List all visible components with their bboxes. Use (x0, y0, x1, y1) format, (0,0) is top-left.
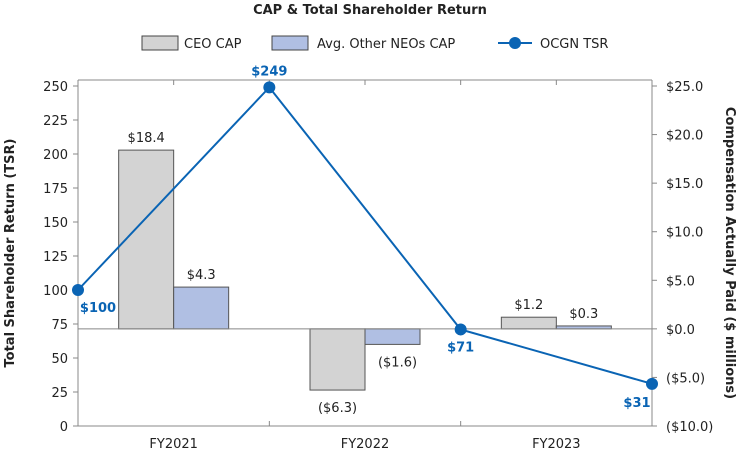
bar-label: $18.4 (128, 131, 165, 146)
left-tick-label: 200 (43, 148, 68, 163)
left-tick-label: 225 (43, 114, 68, 129)
right-axis-title: Compensation Actually Paid ($ millions) (722, 107, 737, 399)
bar-ceo (118, 149, 175, 330)
legend-label-neo: Avg. Other NEOs CAP (317, 37, 455, 52)
tsr-point (454, 323, 467, 336)
tsr-point (72, 284, 84, 296)
right-tick-label: $10.0 (666, 226, 703, 241)
right-tick-label: $15.0 (666, 177, 703, 192)
right-tick-label: ($10.0) (666, 420, 713, 435)
right-tick-label: $0.0 (666, 323, 695, 338)
chart-title: CAP & Total Shareholder Return (253, 3, 487, 18)
bar-ceo (309, 328, 366, 391)
x-tick-label: FY2021 (149, 437, 198, 452)
left-tick-label: 250 (43, 80, 68, 95)
legend-swatch-neo (271, 35, 309, 51)
left-tick-label: 150 (43, 216, 68, 231)
tsr-label: $71 (447, 340, 474, 355)
left-tick-label: 125 (43, 250, 68, 265)
bar-label: $0.3 (569, 307, 598, 322)
legend-swatch-ceo (141, 35, 179, 51)
left-tick-label: 100 (43, 284, 68, 299)
legend-marker-tsr (509, 37, 521, 49)
x-tick-label: FY2023 (532, 437, 581, 452)
right-tick-label: $25.0 (666, 80, 703, 95)
bar-label: $1.2 (514, 298, 543, 313)
left-tick-label: 0 (60, 420, 68, 435)
tsr-label: $100 (80, 301, 116, 316)
bar-label: ($6.3) (318, 401, 357, 416)
left-tick-label: 25 (51, 386, 68, 401)
right-tick-label: $5.0 (666, 274, 695, 289)
tsr-label: $249 (251, 64, 287, 79)
left-axis-title: Total Shareholder Return (TSR) (3, 139, 18, 368)
legend-label-tsr: OCGN TSR (540, 37, 608, 52)
right-tick-label: ($5.0) (666, 371, 705, 386)
bar-label: $4.3 (187, 268, 216, 283)
bar-ceo (500, 316, 557, 330)
left-tick-label: 75 (51, 318, 68, 333)
bar-neo (173, 286, 230, 330)
left-tick-label: 50 (51, 352, 68, 367)
legend-label-ceo: CEO CAP (184, 37, 242, 52)
tsr-line (77, 85, 653, 385)
right-tick-label: $20.0 (666, 129, 703, 144)
bar-label: ($1.6) (378, 355, 417, 370)
tsr-point (646, 377, 658, 390)
bar-neo (364, 328, 421, 345)
tsr-label: $31 (623, 396, 650, 411)
x-tick-label: FY2022 (341, 437, 390, 452)
tsr-point (263, 81, 276, 94)
left-tick-label: 175 (43, 182, 68, 197)
